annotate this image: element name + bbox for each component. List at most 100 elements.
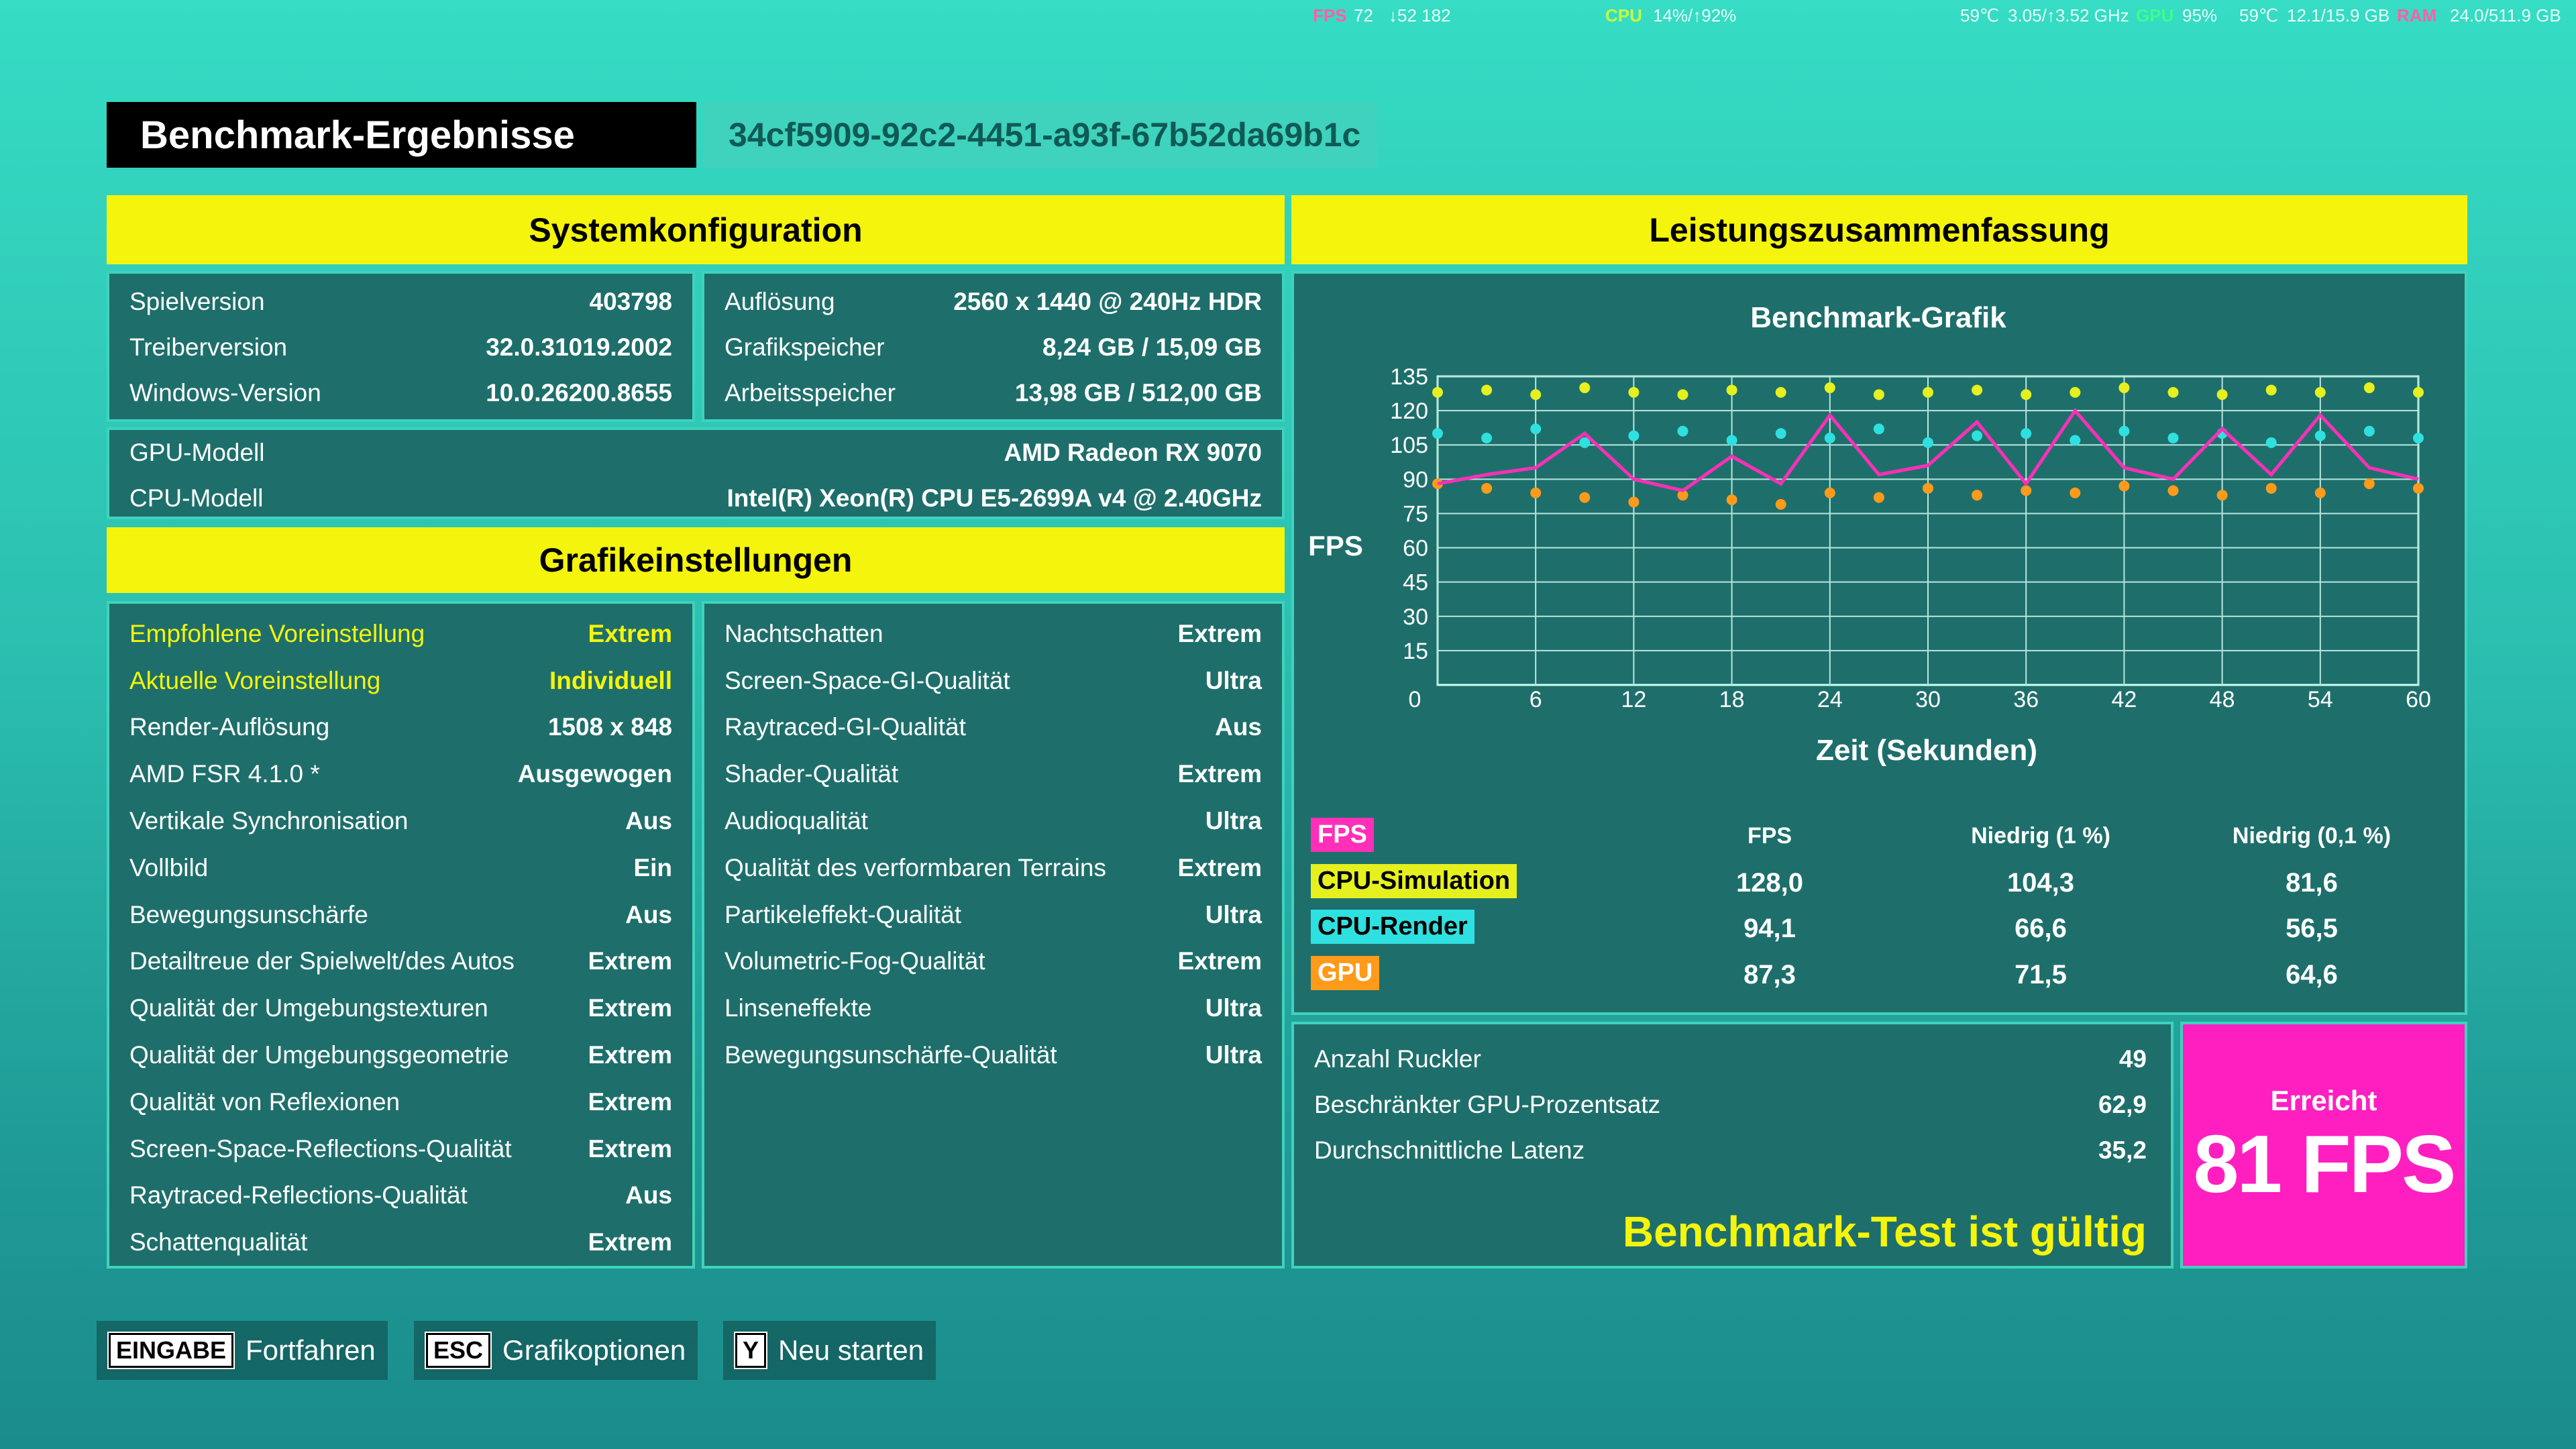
row-label: Qualität des verformbaren Terrains xyxy=(724,853,1106,881)
stats-panel: Anzahl Ruckler 49 Beschränkter GPU-Prozent… xyxy=(1291,1022,2174,1269)
section-header: Grafikeinstellungen xyxy=(107,527,1285,593)
footer-button[interactable]: EINGABE Fortfahren xyxy=(97,1321,388,1380)
data-point xyxy=(1579,382,1591,394)
x-tick-label: 12 xyxy=(1621,687,1646,712)
data-point xyxy=(1481,384,1493,396)
fps-line xyxy=(1437,407,2419,493)
row-label: Raytraced-Reflections-Qualität xyxy=(129,1181,468,1210)
row-label: Treiberversion xyxy=(129,333,288,361)
data-point xyxy=(1726,494,1737,505)
row-label: Nachtschatten xyxy=(724,619,883,647)
id-box: 34cf5909-92c2-4451-a93f-67b52da69b1c xyxy=(703,102,1378,168)
setting-row: Vollbild Ein xyxy=(109,845,692,892)
setting-row: Audioqualität Ultra xyxy=(704,798,1282,845)
data-point xyxy=(2167,386,2179,398)
stat-label: Beschränkter GPU-Prozentsatz xyxy=(1314,1091,1661,1118)
data-point xyxy=(1972,430,1983,441)
row-value: Extrem xyxy=(588,994,672,1022)
footer-button[interactable]: ESC Grafikoptionen xyxy=(414,1321,698,1380)
footer-button[interactable]: Y Neu starten xyxy=(723,1321,936,1380)
data-point xyxy=(1530,423,1542,435)
data-point xyxy=(2070,386,2081,398)
overlay-stat: 12.1/15.9 GB xyxy=(2287,5,2390,25)
data-point xyxy=(2265,482,2277,494)
data-point xyxy=(1481,482,1493,494)
row-label: Render-Auflösung xyxy=(129,713,330,741)
data-point xyxy=(2363,382,2375,394)
data-point xyxy=(2021,485,2032,496)
data-point xyxy=(2167,485,2179,496)
row-label: Qualität der Umgebungsgeometrie xyxy=(129,1041,509,1069)
x-tick-label: 48 xyxy=(2210,687,2235,712)
data-point xyxy=(2314,487,2326,498)
y-tick-label: 135 xyxy=(1390,364,1428,390)
data-point xyxy=(1726,384,1737,396)
row-value: AMD Radeon RX 9070 xyxy=(1004,439,1263,466)
setting-row: Arbeitsspeicher 13,98 GB / 512,00 GB xyxy=(704,370,1282,416)
setting-row: CPU-Modell Intel(R) Xeon(R) CPU E5-2699A … xyxy=(109,476,1282,521)
row-label: Bewegungsunschärfe-Qualität xyxy=(724,1041,1057,1069)
setting-row: Grafikspeicher 8,24 GB / 15,09 GB xyxy=(704,325,1282,370)
row-value: Ultra xyxy=(1205,900,1262,928)
row-value: 10.0.26200.8655 xyxy=(486,379,672,407)
row-value: Extrem xyxy=(1177,619,1262,647)
row-value: Extrem xyxy=(1177,760,1262,788)
row-label: Audioqualität xyxy=(724,807,868,835)
row-label: Auflösung xyxy=(724,288,835,315)
data-point xyxy=(1873,389,1884,400)
overlay-stat: 59℃ xyxy=(2239,5,2279,25)
table-cell: 104,3 xyxy=(2006,868,2075,898)
row-value: Ultra xyxy=(1205,1041,1262,1069)
y-axis-label: FPS xyxy=(1308,530,1363,561)
row-label: Qualität von Reflexionen xyxy=(129,1087,400,1116)
setting-row: Raytraced-GI-Qualität Aus xyxy=(704,704,1282,751)
table-cell: 81,6 xyxy=(2286,868,2338,898)
overlay-stat: RAM xyxy=(2397,5,2437,25)
legend-badge: CPU-Render xyxy=(1311,910,1474,944)
setting-row: Partikeleffekt-Qualität Ultra xyxy=(704,892,1282,938)
button-label: Grafikoptionen xyxy=(502,1334,686,1366)
data-point xyxy=(1628,496,1640,508)
stat-label: Anzahl Ruckler xyxy=(1314,1045,1481,1073)
data-point xyxy=(1824,433,1835,443)
x-tick-label: 36 xyxy=(2013,687,2039,712)
achieved-panel: Erreicht 81 FPS xyxy=(2180,1022,2467,1269)
row-value: Intel(R) Xeon(R) CPU E5-2699A v4 @ 2.40G… xyxy=(727,484,1262,512)
data-point xyxy=(2118,425,2130,437)
row-value: 13,98 GB / 512,00 GB xyxy=(1014,379,1262,407)
title: Benchmark-Ergebnisse xyxy=(140,113,575,157)
row-label: Volumetric-Fog-Qualität xyxy=(724,947,985,975)
row-value: Ausgewogen xyxy=(517,760,672,788)
data-point xyxy=(1677,389,1688,400)
legend-badge: CPU-Simulation xyxy=(1311,864,1517,898)
setting-row: Detailtreue der Spielwelt/des Autos Extre… xyxy=(109,938,692,985)
stat-row: Durchschnittliche Latenz 35,2 xyxy=(1294,1128,2171,1173)
setting-row: Auflösung 2560 x 1440 @ 240Hz HDR xyxy=(704,279,1282,325)
row-value: 403798 xyxy=(589,288,672,315)
settings-panel: Nachtschatten Extrem Screen-Space-GI-Quali… xyxy=(702,601,1285,1269)
data-point xyxy=(2265,384,2277,396)
x-tick-label: 60 xyxy=(2406,687,2431,712)
data-point xyxy=(2413,433,2424,443)
table-cell: 56,5 xyxy=(2286,914,2338,943)
data-point xyxy=(1677,425,1688,437)
data-point xyxy=(1873,423,1884,435)
stat-row: Anzahl Ruckler 49 xyxy=(1294,1036,2171,1082)
table-cell: 94,1 xyxy=(1743,914,1796,943)
row-value: Extrem xyxy=(1177,947,1262,975)
overlay-stat: ↓52 182 xyxy=(1389,5,1451,25)
setting-row: Bewegungsunschärfe Aus xyxy=(109,892,692,938)
y-tick-label: 45 xyxy=(1403,570,1428,596)
data-point xyxy=(1923,482,1933,494)
row-label: Schattenqualität xyxy=(129,1228,308,1256)
data-point xyxy=(2216,389,2228,400)
x-tick-label: 42 xyxy=(2111,687,2137,712)
data-point xyxy=(1432,428,1443,439)
data-point xyxy=(1775,386,1786,398)
data-point xyxy=(1972,384,1983,396)
row-value: Ein xyxy=(633,853,672,881)
section-heading: Grafikeinstellungen xyxy=(539,541,853,579)
setting-row: Windows-Version 10.0.26200.8655 xyxy=(109,370,692,416)
setting-row: Qualität der Umgebungsgeometrie Extrem xyxy=(109,1032,692,1079)
table-header: Niedrig (0,1 %) xyxy=(2232,823,2392,849)
